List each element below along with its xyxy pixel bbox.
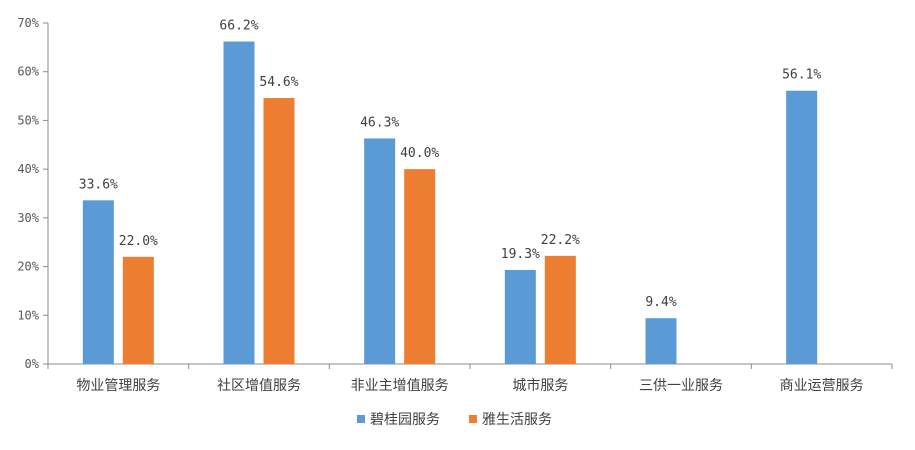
bar-series-1 (786, 90, 818, 364)
data-label: 22.2% (541, 233, 580, 248)
bar-series-2 (404, 169, 436, 364)
y-tick-label: 70% (17, 16, 39, 30)
bar-series-2 (263, 98, 295, 365)
bar-series-1 (223, 41, 255, 365)
bar-series-2 (122, 256, 154, 364)
data-labels: 33.6% 66.2% 46.3% 19.3% 9.4% 56.1% 22.0% 54.6% 4… (79, 19, 822, 311)
data-label: 40.0% (400, 146, 439, 161)
bar-series-2 (544, 255, 576, 364)
legend-swatch (357, 415, 365, 423)
y-axis: 0% 10% 20% 30% 40% 50% 60% 70% (17, 16, 49, 371)
bar-series-1 (364, 138, 396, 364)
data-label: 22.0% (119, 234, 158, 249)
x-tick-label: 城市服务 (512, 377, 568, 394)
x-tick-label: 非业主增值服务 (351, 378, 449, 394)
x-tick-label: 三供一业服务 (639, 378, 723, 394)
x-tick-label: 物业管理服务 (76, 378, 160, 394)
legend-swatch (469, 415, 477, 423)
bar-series-1 (645, 318, 677, 364)
y-tick-label: 20% (17, 260, 39, 274)
x-axis: 物业管理服务 社区增值服务 非业主增值服务 城市服务 三供一业服务 商业运营服务 (47, 363, 893, 394)
legend-label: 碧桂园服务 (370, 412, 440, 428)
y-tick-label: 10% (17, 308, 39, 322)
y-tick-label: 0% (25, 357, 40, 371)
y-tick-label: 40% (17, 162, 39, 176)
y-tick-label: 60% (17, 65, 39, 79)
x-tick-label: 商业运营服务 (780, 378, 864, 394)
y-tick-label: 50% (17, 113, 39, 127)
legend-label: 雅生活服务 (482, 412, 552, 428)
data-label: 9.4% (645, 295, 676, 310)
legend: 碧桂园服务 雅生活服务 (357, 412, 552, 428)
bar-series-1 (82, 200, 114, 364)
data-label: 46.3% (360, 115, 399, 130)
data-label: 54.6% (259, 75, 298, 90)
bars (82, 41, 818, 365)
y-tick-label: 30% (17, 211, 39, 225)
data-label: 19.3% (501, 247, 540, 262)
x-tick-label: 社区增值服务 (217, 378, 301, 394)
data-label: 33.6% (79, 177, 118, 192)
bar-series-1 (504, 269, 536, 364)
data-label: 56.1% (782, 68, 821, 83)
data-label: 66.2% (219, 19, 258, 34)
